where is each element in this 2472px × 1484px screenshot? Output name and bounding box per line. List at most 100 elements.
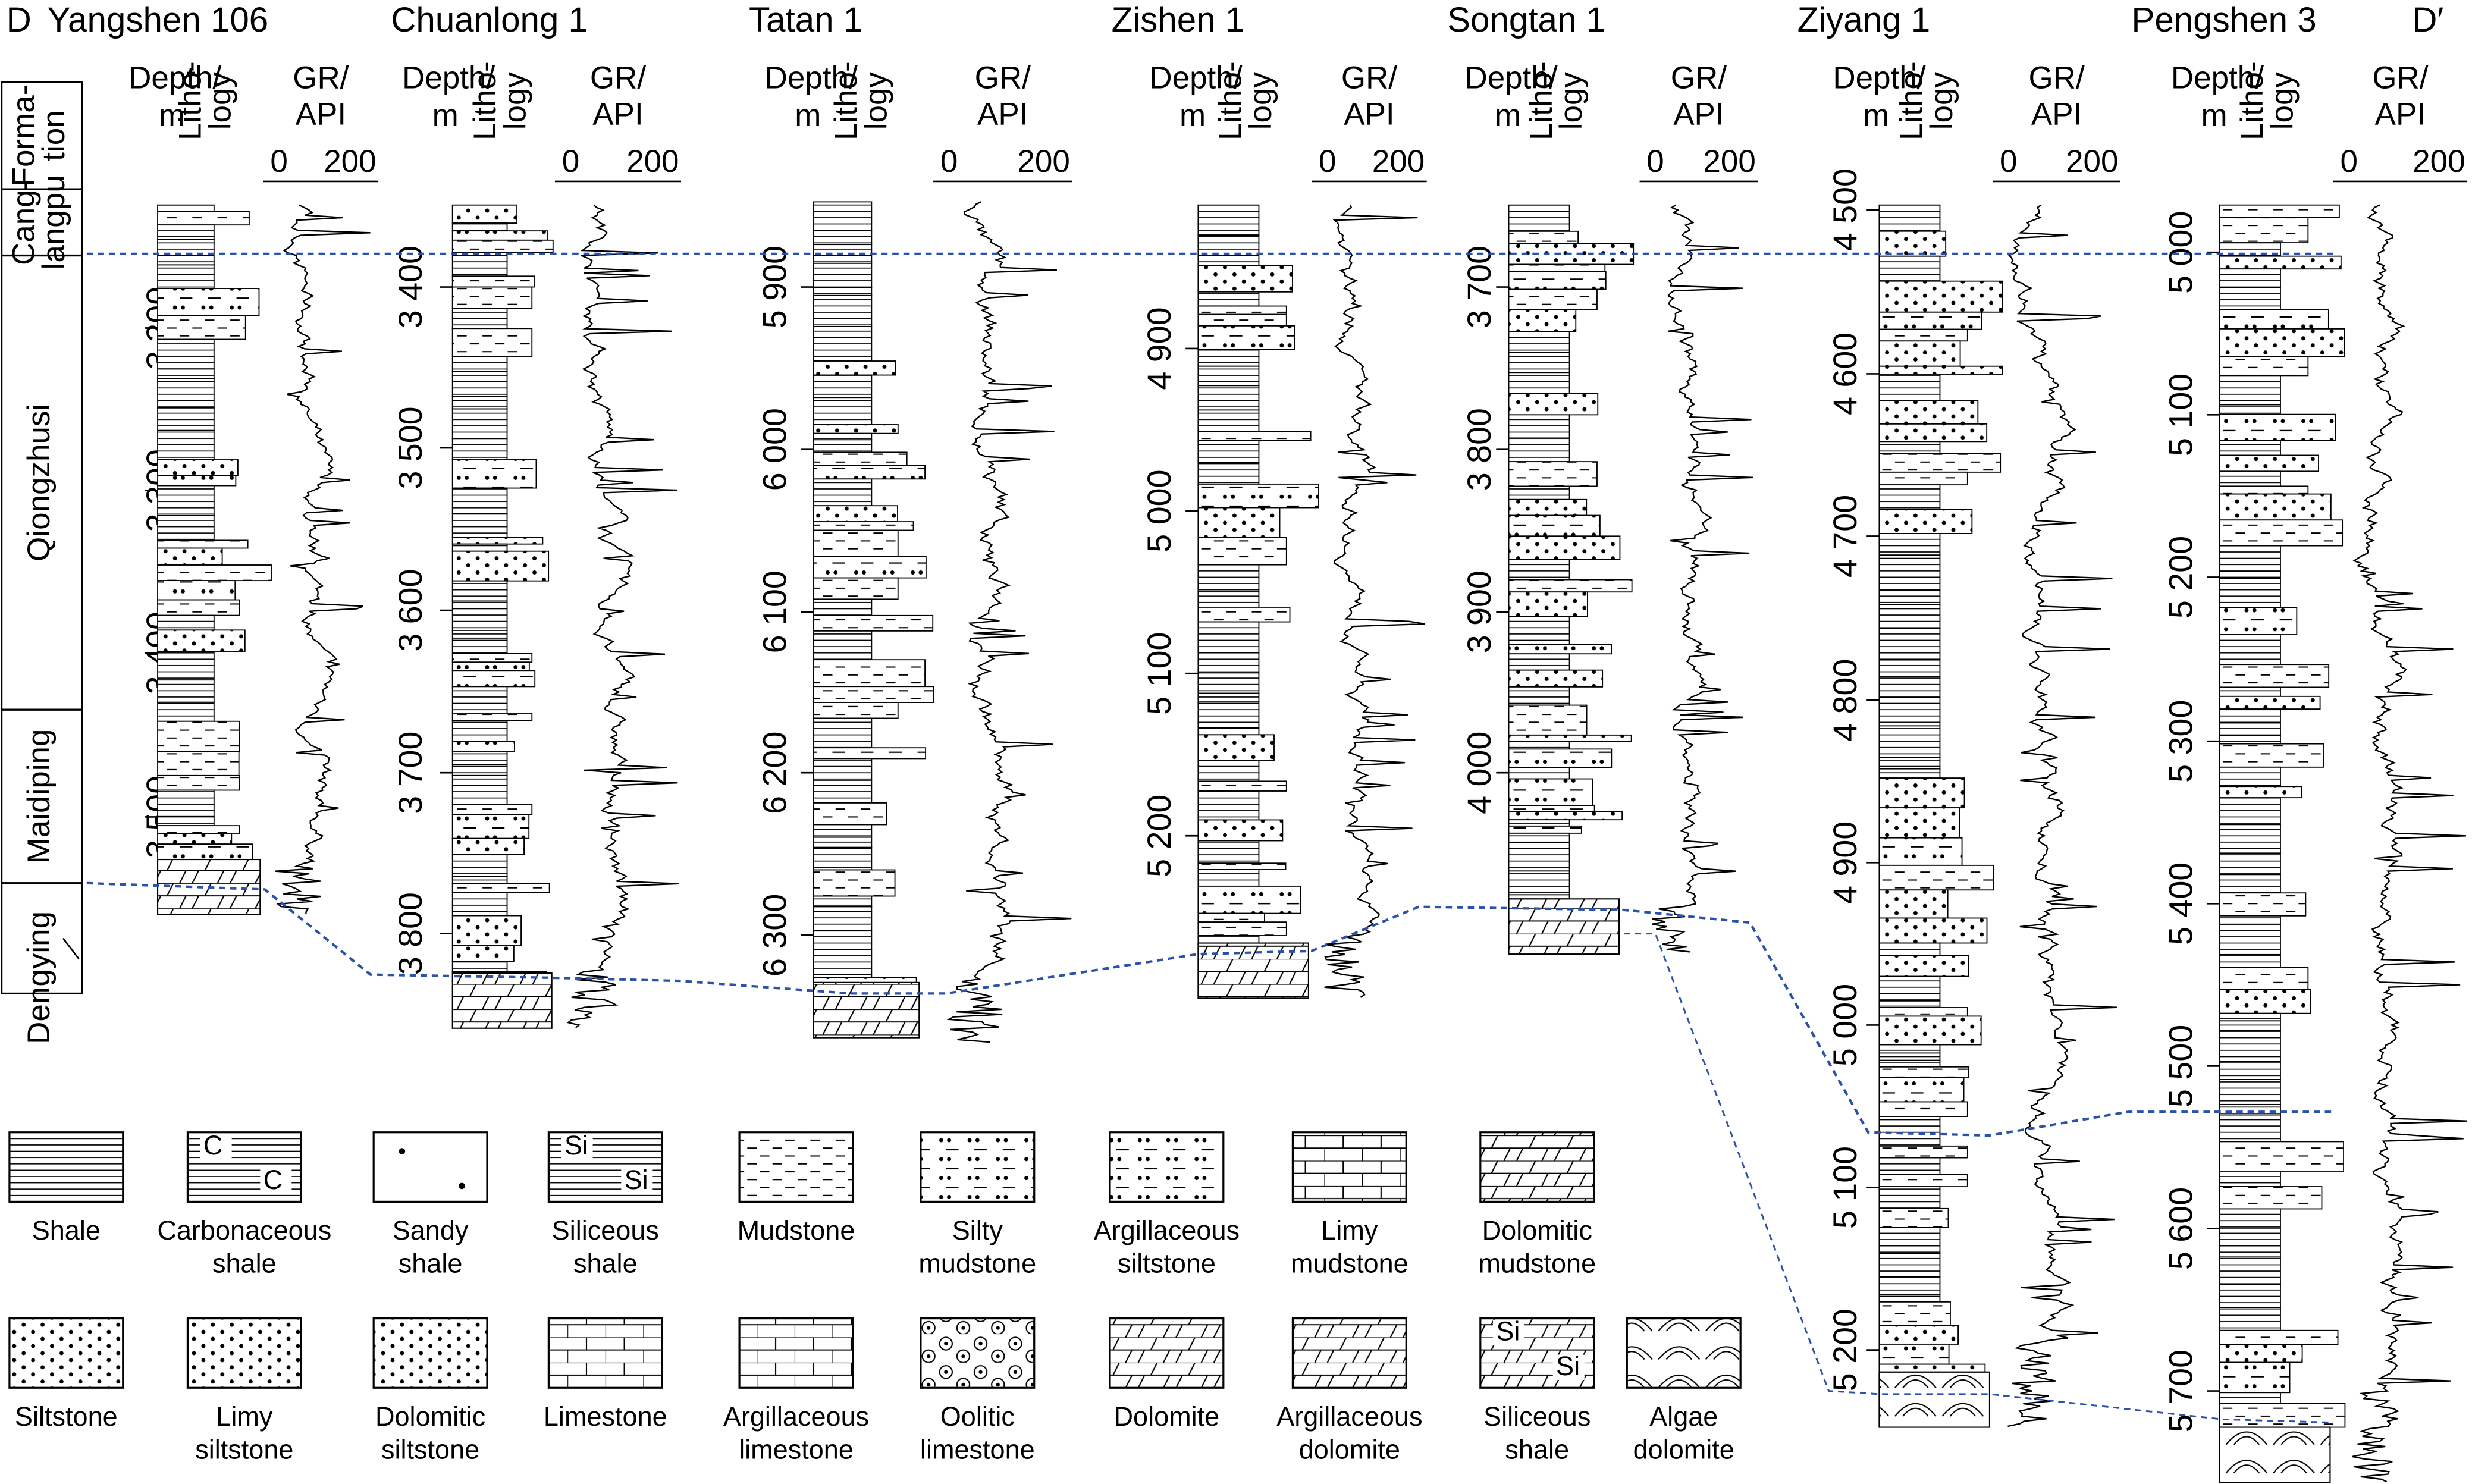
lithology-bed [157, 378, 215, 409]
lithology-bed [1878, 554, 1941, 578]
lithology-bed [813, 686, 934, 703]
gr-scale: 200 [2413, 144, 2465, 179]
lithology-bed [2219, 1061, 2281, 1080]
depth-label: 3 500 [392, 406, 429, 489]
legend-swatch [920, 1317, 1036, 1389]
lithology-bed [1197, 780, 1287, 792]
lithology-bed [2219, 454, 2319, 472]
depth-header: Depth/ [2171, 60, 2264, 95]
lithology-bed [813, 930, 873, 950]
lithology-bed [1508, 437, 1570, 463]
formation-box [1, 882, 83, 994]
lithology-bed [451, 837, 525, 855]
lithology-bed [451, 459, 537, 489]
lithology-bed [813, 556, 927, 579]
lithology-header: logy [858, 72, 893, 130]
lithology-bed [1878, 1363, 1986, 1373]
lithology-bed [813, 977, 917, 983]
lithology-bed [2219, 695, 2321, 710]
lithology-bed [2219, 664, 2330, 688]
lithology-bed [1878, 604, 1941, 629]
lithology-bed [1197, 265, 1293, 293]
depth-label: 5 000 [1141, 469, 1178, 552]
gr-header: GR/ [1341, 60, 1397, 95]
legend-swatch [1109, 1317, 1225, 1389]
legend-label: Mudstone [738, 1215, 855, 1245]
lithology-bed [2219, 485, 2309, 495]
legend-symbol-bg [200, 1134, 232, 1159]
legend-item: Dolomite [1109, 1317, 1225, 1432]
lithology-bed [1197, 462, 1260, 485]
lithology-bed [813, 758, 873, 781]
lithology-bed [2219, 924, 2281, 955]
lithology-bed [2219, 797, 2281, 826]
lithology-bed [1878, 768, 1941, 779]
lithology-bed [1878, 280, 2003, 313]
lithology-bed [1878, 590, 1941, 605]
lithology-bed [157, 720, 240, 752]
depth-header: Depth/ [128, 60, 221, 95]
corner-label: D [7, 1, 32, 39]
gr-header: API [977, 96, 1028, 131]
lithology-bed [1878, 955, 1969, 977]
lithology-bed [451, 308, 508, 330]
gr-header: GR/ [2028, 60, 2084, 95]
lithology-bed [157, 843, 253, 860]
lithology-bed [157, 751, 240, 776]
lithology-bed [1508, 485, 1570, 500]
lithology-bed [1878, 975, 1941, 1002]
lithology-bed [1878, 1007, 1968, 1017]
depth-label: 4 800 [1827, 659, 1864, 742]
lithology-bed [1197, 507, 1281, 538]
well: Yangshen 106Depth/mLitho-logyGR/API02003… [48, 1, 379, 915]
depth-header: m [1863, 98, 1889, 133]
gr-header: GR/ [1671, 60, 1727, 95]
lithology-bed [157, 224, 215, 240]
lithology-bed [451, 396, 508, 410]
lithology-bed [2219, 570, 2281, 579]
lithology-bed [451, 915, 522, 946]
lithology-bed [813, 201, 873, 232]
depth-label: 5 300 [2163, 700, 2200, 783]
depth-header: Depth/ [1833, 60, 1925, 95]
lithology-bed [2219, 217, 2309, 244]
lithology-bed [1508, 778, 1593, 806]
well-name: Ziyang 1 [1797, 1, 1931, 39]
legend-swatch [1479, 1131, 1595, 1203]
lithology-bed [1878, 807, 1960, 839]
depth-label: 3 600 [392, 569, 429, 651]
formation-label: Qiongzhusi [21, 404, 57, 561]
lithology-header: Litho- [2235, 61, 2270, 140]
lithology-bed [2219, 743, 2324, 768]
lithology-bed [1197, 591, 1260, 608]
gr-scale: 200 [1703, 144, 1755, 179]
well-name: Yangshen 106 [48, 1, 269, 39]
lithology-bed [451, 854, 508, 877]
lithology-bed [1878, 1015, 1982, 1046]
gr-scale: 200 [1372, 144, 1425, 179]
lithology-bed [1878, 1145, 1968, 1159]
lithology-bed [2219, 404, 2281, 415]
lithology-header: Litho- [829, 61, 864, 140]
formation-header: tion [36, 110, 71, 161]
lithology-bed [2219, 708, 2281, 724]
legend-symbol-bg [1493, 1320, 1525, 1345]
depth-label: 5 700 [2163, 1350, 2200, 1432]
lithology-bed [1878, 1052, 1941, 1061]
lithology-bed [1878, 1116, 1941, 1147]
lithology-bed [157, 614, 215, 631]
lithology-bed [1197, 325, 1295, 350]
lithology-bed [1878, 311, 1982, 330]
lithology-bed [813, 659, 926, 688]
lithology-bed [2219, 766, 2281, 788]
gr-scale: 0 [1319, 144, 1336, 179]
legend-symbol-bg [260, 1168, 292, 1194]
lithology-bed [2219, 607, 2298, 635]
depth-label: 4 500 [1827, 168, 1864, 251]
depth-label: 4 900 [1141, 307, 1178, 390]
legend-label: mudstone [1478, 1248, 1596, 1279]
lithology-bed [813, 630, 873, 661]
legend-item: Shale [8, 1131, 124, 1245]
lithology-bed [1878, 1077, 1965, 1103]
